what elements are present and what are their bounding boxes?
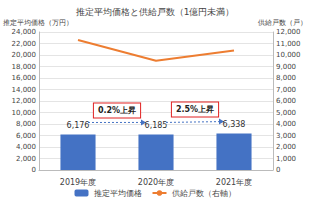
svg-text:14,000: 14,000 <box>12 86 37 94</box>
svg-text:2.5%上昇: 2.5%上昇 <box>176 105 214 114</box>
svg-text:6,000: 6,000 <box>276 97 296 105</box>
svg-text:9,000: 9,000 <box>276 63 296 71</box>
svg-text:12,000: 12,000 <box>12 97 37 105</box>
svg-text:供給戸数（右軸）: 供給戸数（右軸） <box>172 189 236 198</box>
svg-text:8,000: 8,000 <box>276 74 296 82</box>
svg-text:6,176: 6,176 <box>67 121 90 130</box>
svg-text:2021年度: 2021年度 <box>216 178 252 187</box>
svg-text:22,000: 22,000 <box>12 40 37 48</box>
svg-text:4,000: 4,000 <box>16 143 36 151</box>
svg-text:18,000: 18,000 <box>12 63 37 71</box>
svg-text:推定平均価格（万円）: 推定平均価格（万円） <box>3 19 73 27</box>
svg-text:3,000: 3,000 <box>276 132 296 140</box>
svg-text:7,000: 7,000 <box>276 86 296 94</box>
svg-text:0: 0 <box>276 166 280 174</box>
svg-text:2,000: 2,000 <box>16 155 36 163</box>
svg-text:2020年度: 2020年度 <box>138 178 174 187</box>
svg-text:6,000: 6,000 <box>16 132 36 140</box>
svg-text:2,000: 2,000 <box>276 143 296 151</box>
svg-text:10,000: 10,000 <box>12 109 37 117</box>
svg-text:0.2%上昇: 0.2%上昇 <box>98 106 136 115</box>
svg-text:20,000: 20,000 <box>12 51 37 59</box>
svg-text:推定平均価格: 推定平均価格 <box>94 189 142 198</box>
svg-text:2019年度: 2019年度 <box>60 178 96 187</box>
svg-text:4,000: 4,000 <box>276 120 296 128</box>
svg-text:6,338: 6,338 <box>223 120 246 129</box>
svg-text:16,000: 16,000 <box>12 74 37 82</box>
svg-text:0: 0 <box>32 166 36 174</box>
svg-text:推定平均価格と供給戸数（1億円未満）: 推定平均価格と供給戸数（1億円未満） <box>76 7 235 17</box>
svg-text:24,000: 24,000 <box>12 28 37 36</box>
svg-text:5,000: 5,000 <box>276 109 296 117</box>
svg-text:6,185: 6,185 <box>145 121 168 130</box>
svg-text:供給戸数（戸）: 供給戸数（戸） <box>258 19 307 27</box>
svg-text:10,000: 10,000 <box>276 51 301 59</box>
svg-text:12,000: 12,000 <box>276 28 301 36</box>
svg-text:8,000: 8,000 <box>16 120 36 128</box>
svg-text:1,000: 1,000 <box>276 155 296 163</box>
svg-text:11,000: 11,000 <box>276 40 301 48</box>
